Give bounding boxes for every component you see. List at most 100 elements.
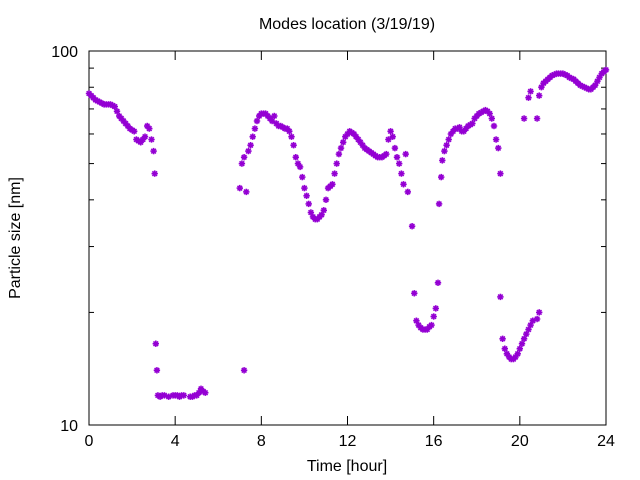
y-tick-label: 100 — [51, 44, 78, 61]
data-point — [396, 160, 403, 167]
x-tick-label: 4 — [171, 433, 180, 450]
data-point — [533, 315, 541, 323]
data-point — [389, 133, 396, 140]
x-tick-label: 20 — [511, 433, 529, 450]
data-point — [305, 200, 312, 208]
y-tick-label: 10 — [60, 418, 78, 435]
data-point — [296, 163, 304, 171]
data-point — [329, 181, 336, 188]
data-point — [486, 110, 493, 117]
data-point — [439, 157, 446, 164]
data-point — [236, 184, 244, 192]
data-point — [240, 153, 248, 161]
data-points — [85, 66, 610, 400]
data-point — [152, 340, 160, 347]
data-point — [428, 321, 435, 329]
data-point — [501, 345, 508, 352]
data-point — [391, 144, 399, 152]
data-point — [497, 293, 504, 301]
data-point — [180, 392, 188, 399]
data-point — [303, 192, 310, 200]
data-point — [202, 389, 209, 396]
data-point — [499, 335, 506, 342]
axis-ticks: 0 4 8 12 16 20 24 10 100 — [51, 44, 615, 450]
y-axis-label: Particle size [nm] — [7, 177, 24, 299]
x-tick-label: 0 — [85, 433, 94, 450]
data-point — [536, 309, 543, 316]
data-point — [408, 222, 416, 230]
data-point — [520, 115, 528, 122]
data-point — [340, 139, 347, 146]
data-point — [150, 147, 157, 155]
data-point — [268, 117, 276, 125]
data-point — [438, 173, 445, 181]
data-point — [292, 153, 299, 161]
data-point — [153, 367, 161, 374]
data-point — [469, 120, 476, 127]
data-point — [352, 133, 360, 140]
plot-frame — [88, 50, 607, 426]
data-point — [322, 196, 330, 204]
data-point — [240, 367, 248, 374]
data-point — [441, 147, 448, 155]
data-point — [518, 340, 526, 347]
data-point — [527, 88, 534, 95]
data-point — [398, 170, 405, 177]
data-point — [253, 117, 261, 125]
data-point — [533, 115, 541, 122]
data-point — [495, 144, 502, 152]
data-point — [333, 160, 340, 167]
x-tick-label: 12 — [339, 433, 357, 450]
data-point — [271, 112, 278, 120]
data-point — [402, 150, 409, 158]
data-point — [383, 150, 390, 158]
data-point — [512, 353, 519, 361]
x-tick-label: 16 — [425, 433, 443, 450]
data-point — [443, 141, 450, 149]
data-point — [411, 290, 418, 297]
x-tick-label: 24 — [597, 433, 615, 450]
data-point — [492, 136, 500, 143]
data-point — [497, 170, 504, 177]
data-point — [146, 125, 153, 132]
x-axis-label: Time [hour] — [307, 458, 387, 475]
data-point — [434, 279, 442, 286]
data-point — [130, 128, 138, 135]
data-point — [490, 122, 498, 130]
data-point — [243, 188, 250, 196]
data-point — [331, 170, 338, 177]
data-point — [245, 147, 252, 155]
data-point — [247, 141, 254, 149]
data-point — [393, 153, 401, 161]
data-point — [151, 170, 158, 177]
data-point — [318, 211, 325, 218]
data-point — [320, 207, 327, 214]
data-point — [238, 160, 246, 167]
chart-title: Modes location (3/19/19) — [259, 16, 435, 33]
data-point — [288, 133, 295, 140]
x-tick-label: 8 — [257, 433, 266, 450]
data-point — [141, 133, 149, 140]
data-point — [435, 200, 443, 208]
data-point — [516, 345, 523, 352]
data-point — [602, 66, 610, 74]
data-point — [251, 125, 259, 132]
data-point — [432, 305, 439, 312]
data-point — [404, 188, 411, 196]
data-point — [301, 184, 308, 192]
data-point — [335, 150, 343, 158]
data-point — [525, 94, 532, 101]
data-point — [290, 141, 297, 149]
data-point — [385, 136, 392, 143]
data-point — [286, 128, 293, 135]
data-point — [148, 136, 155, 143]
data-point — [445, 136, 452, 143]
data-point — [337, 144, 345, 152]
data-point — [430, 313, 437, 320]
data-point — [299, 173, 306, 181]
data-point — [488, 115, 495, 122]
data-point — [249, 133, 256, 140]
data-point — [400, 181, 407, 188]
data-point — [161, 392, 168, 399]
